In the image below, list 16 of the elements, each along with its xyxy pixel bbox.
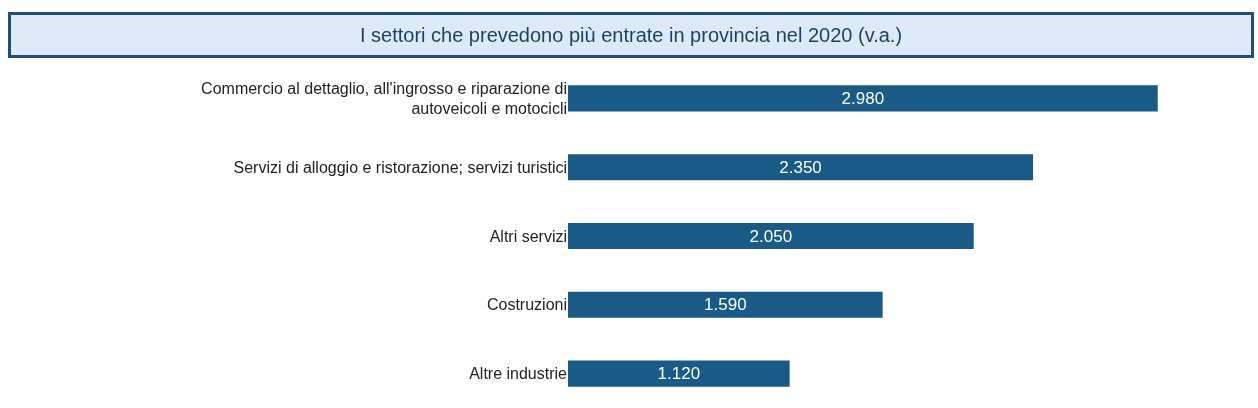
bar (568, 291, 883, 318)
y-tick-label: Costruzioni (486, 296, 567, 314)
bar (568, 360, 790, 387)
bar (568, 85, 1158, 112)
bar (568, 222, 974, 250)
data-label: 2.050 (749, 226, 793, 246)
data-label: 1.120 (657, 364, 701, 384)
data-label: 2.980 (841, 88, 885, 108)
data-label: 1.590 (704, 295, 747, 315)
bar (568, 154, 1034, 181)
y-tick-label: Altri servizi (489, 227, 567, 245)
y-tick-label: Commercio al dettaglio, all'ingrosso e riparazione di autoveicoli e motocicli (201, 79, 567, 118)
chart-title: I settori che prevedono più entrate in provincia nel 2020 (v.a.) (8, 12, 1254, 58)
y-tick-label: Servizi di alloggio e ristorazione; servizi turistici (233, 158, 567, 176)
y-tick-label: Altre industrie (469, 365, 568, 383)
data-label: 2.350 (779, 157, 822, 177)
